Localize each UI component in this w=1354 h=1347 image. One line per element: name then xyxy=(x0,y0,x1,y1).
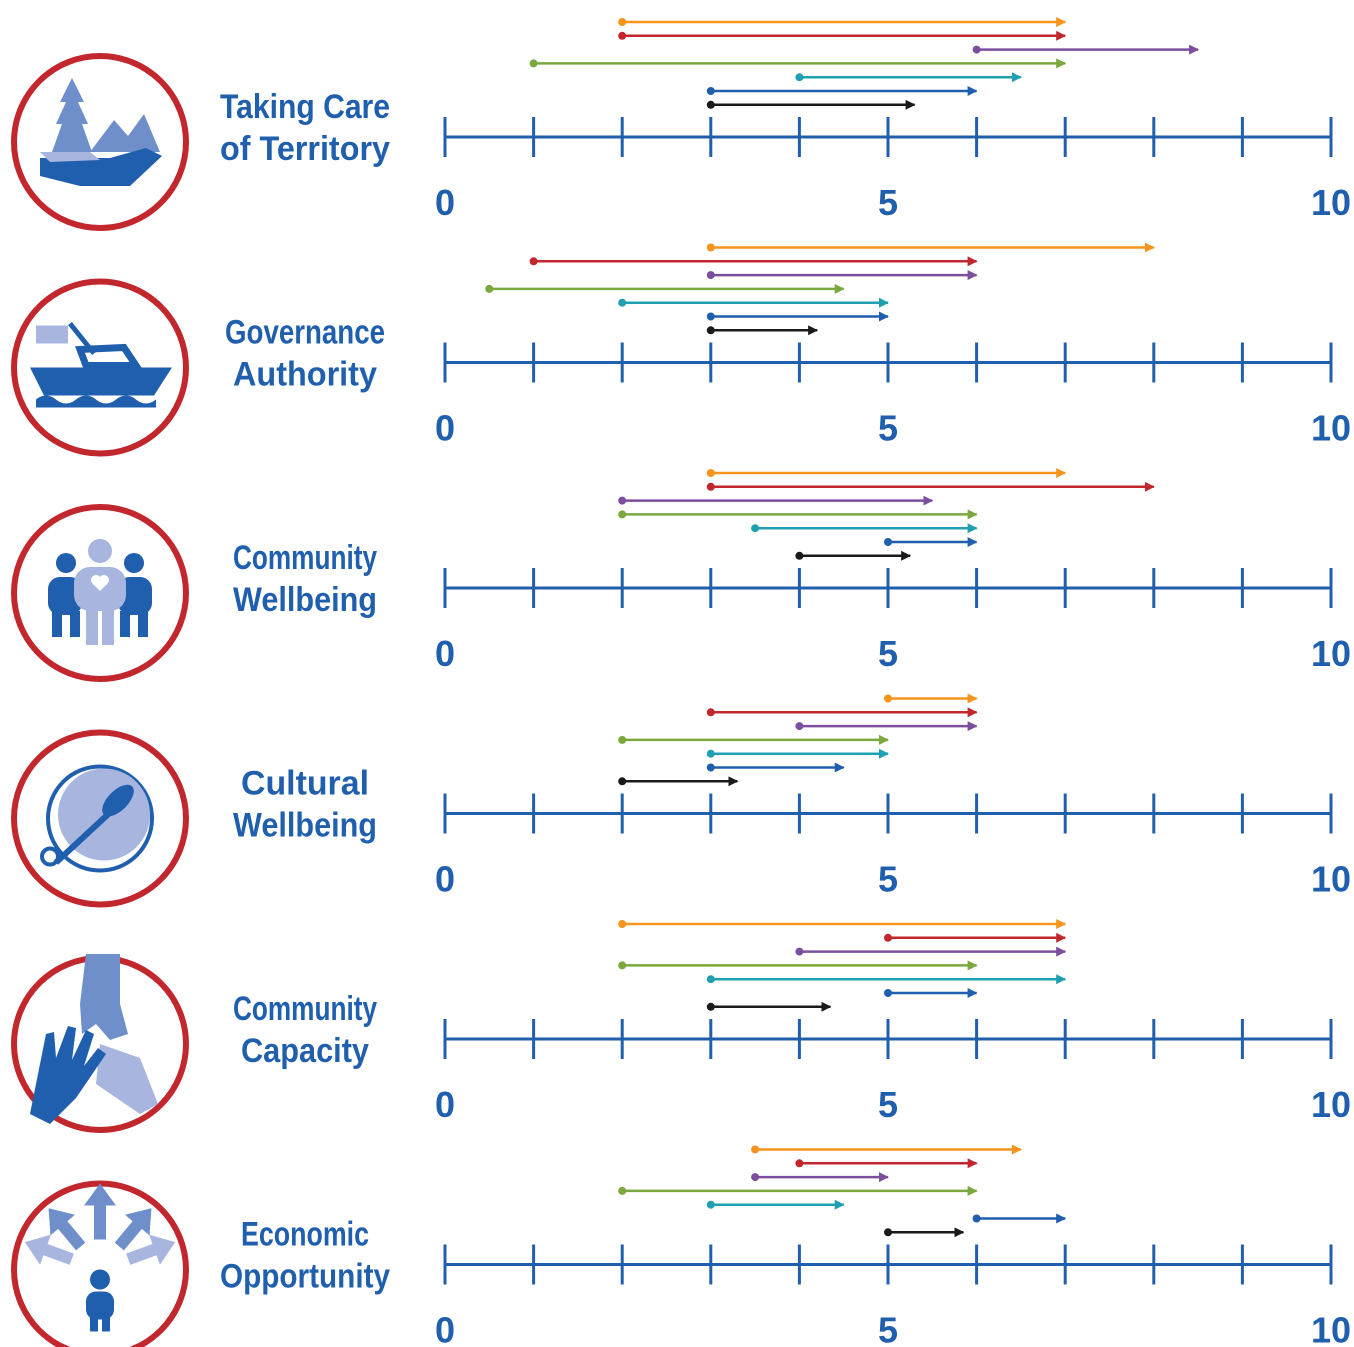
tick-label: 5 xyxy=(878,408,898,449)
range-purple xyxy=(618,495,934,506)
range-orange xyxy=(706,468,1067,478)
range-green xyxy=(618,734,889,745)
range-blue xyxy=(706,86,978,96)
panel-label-line: Community xyxy=(233,539,377,577)
panel-hands-holding-land: Taking Care of Territory 0 5 10 xyxy=(11,17,1351,231)
tick-label: 5 xyxy=(878,633,898,674)
drum-icon xyxy=(11,729,189,908)
tick-label: 0 xyxy=(435,408,455,449)
range-orange xyxy=(618,17,1067,27)
range-purple xyxy=(972,44,1200,55)
range-red xyxy=(706,707,978,718)
tick-label: 5 xyxy=(878,1084,898,1125)
range-red xyxy=(795,1158,978,1169)
range-red xyxy=(884,932,1067,943)
range-orange xyxy=(706,242,1155,253)
range-blue xyxy=(884,537,978,547)
range-purple xyxy=(706,270,978,281)
range-black xyxy=(884,1227,965,1238)
tick-label: 0 xyxy=(435,182,455,223)
range-orange xyxy=(751,1144,1022,1155)
range-teal xyxy=(706,748,889,759)
range-blue xyxy=(972,1213,1067,1224)
tick-label: 10 xyxy=(1311,408,1351,449)
range-teal xyxy=(751,523,978,534)
tick-label: 5 xyxy=(878,182,898,223)
tick-label: 5 xyxy=(878,859,898,900)
tick-label: 10 xyxy=(1311,182,1351,223)
range-teal xyxy=(618,297,889,308)
panel-label-line: Economic xyxy=(241,1216,369,1254)
range-black xyxy=(795,550,912,561)
range-green xyxy=(618,1185,978,1196)
tick-label: 10 xyxy=(1311,859,1351,900)
range-black xyxy=(706,325,819,336)
panel-label-line: Capacity xyxy=(241,1032,369,1070)
panel-label-line: Authority xyxy=(233,356,377,394)
family-heart-icon xyxy=(11,504,189,682)
hands-holding-land-icon xyxy=(11,53,189,231)
panel-label-line: Taking Care xyxy=(220,88,390,126)
range-red xyxy=(529,256,978,267)
panel-person-arrows: Economic Opportunity 0 5 10 xyxy=(11,1144,1351,1347)
range-orange xyxy=(618,919,1067,929)
range-green xyxy=(529,58,1067,69)
tick-label: 0 xyxy=(435,1084,455,1125)
range-purple xyxy=(751,1172,889,1183)
tick-label: 10 xyxy=(1311,633,1351,674)
panel-family-heart: Community Wellbeing 0 5 10 xyxy=(11,468,1351,682)
panel-label-line: Opportunity xyxy=(220,1258,390,1296)
range-teal xyxy=(706,1199,845,1210)
range-black xyxy=(706,1001,832,1012)
panel-label-line: Community xyxy=(233,990,377,1028)
tick-label: 0 xyxy=(435,633,455,674)
boat-with-flag-icon xyxy=(11,278,189,457)
person-arrows-icon xyxy=(11,1180,189,1347)
tick-label: 0 xyxy=(435,859,455,900)
range-green xyxy=(485,283,845,294)
panel-boat-with-flag: Governance Authority 0 5 10 xyxy=(11,242,1351,457)
tick-label: 10 xyxy=(1311,1310,1351,1347)
range-blue xyxy=(706,762,845,773)
panel-label-line: Wellbeing xyxy=(233,807,377,845)
panel-helping-hands: Community Capacity 0 5 10 xyxy=(11,919,1351,1133)
helping-hands-icon xyxy=(11,954,189,1133)
tick-label: 0 xyxy=(435,1310,455,1347)
range-teal xyxy=(706,974,1067,985)
tick-label: 10 xyxy=(1311,1084,1351,1125)
range-purple xyxy=(795,721,978,732)
range-red xyxy=(706,481,1155,492)
panel-label-line: Wellbeing xyxy=(233,581,377,619)
range-black xyxy=(618,776,739,787)
range-red xyxy=(618,30,1067,41)
range-purple xyxy=(795,946,1067,957)
range-orange xyxy=(884,693,978,704)
range-blue xyxy=(884,988,978,998)
panel-drum: Cultural Wellbeing 0 5 10 xyxy=(11,693,1351,908)
panel-label-line: Governance xyxy=(225,314,385,352)
range-black xyxy=(706,99,916,110)
panel-label-line: of Territory xyxy=(220,130,390,168)
range-green xyxy=(618,960,978,971)
panel-label-line: Cultural xyxy=(241,765,369,803)
range-blue xyxy=(706,311,889,322)
range-green xyxy=(618,509,978,520)
tick-label: 5 xyxy=(878,1310,898,1347)
range-teal xyxy=(795,72,1022,83)
